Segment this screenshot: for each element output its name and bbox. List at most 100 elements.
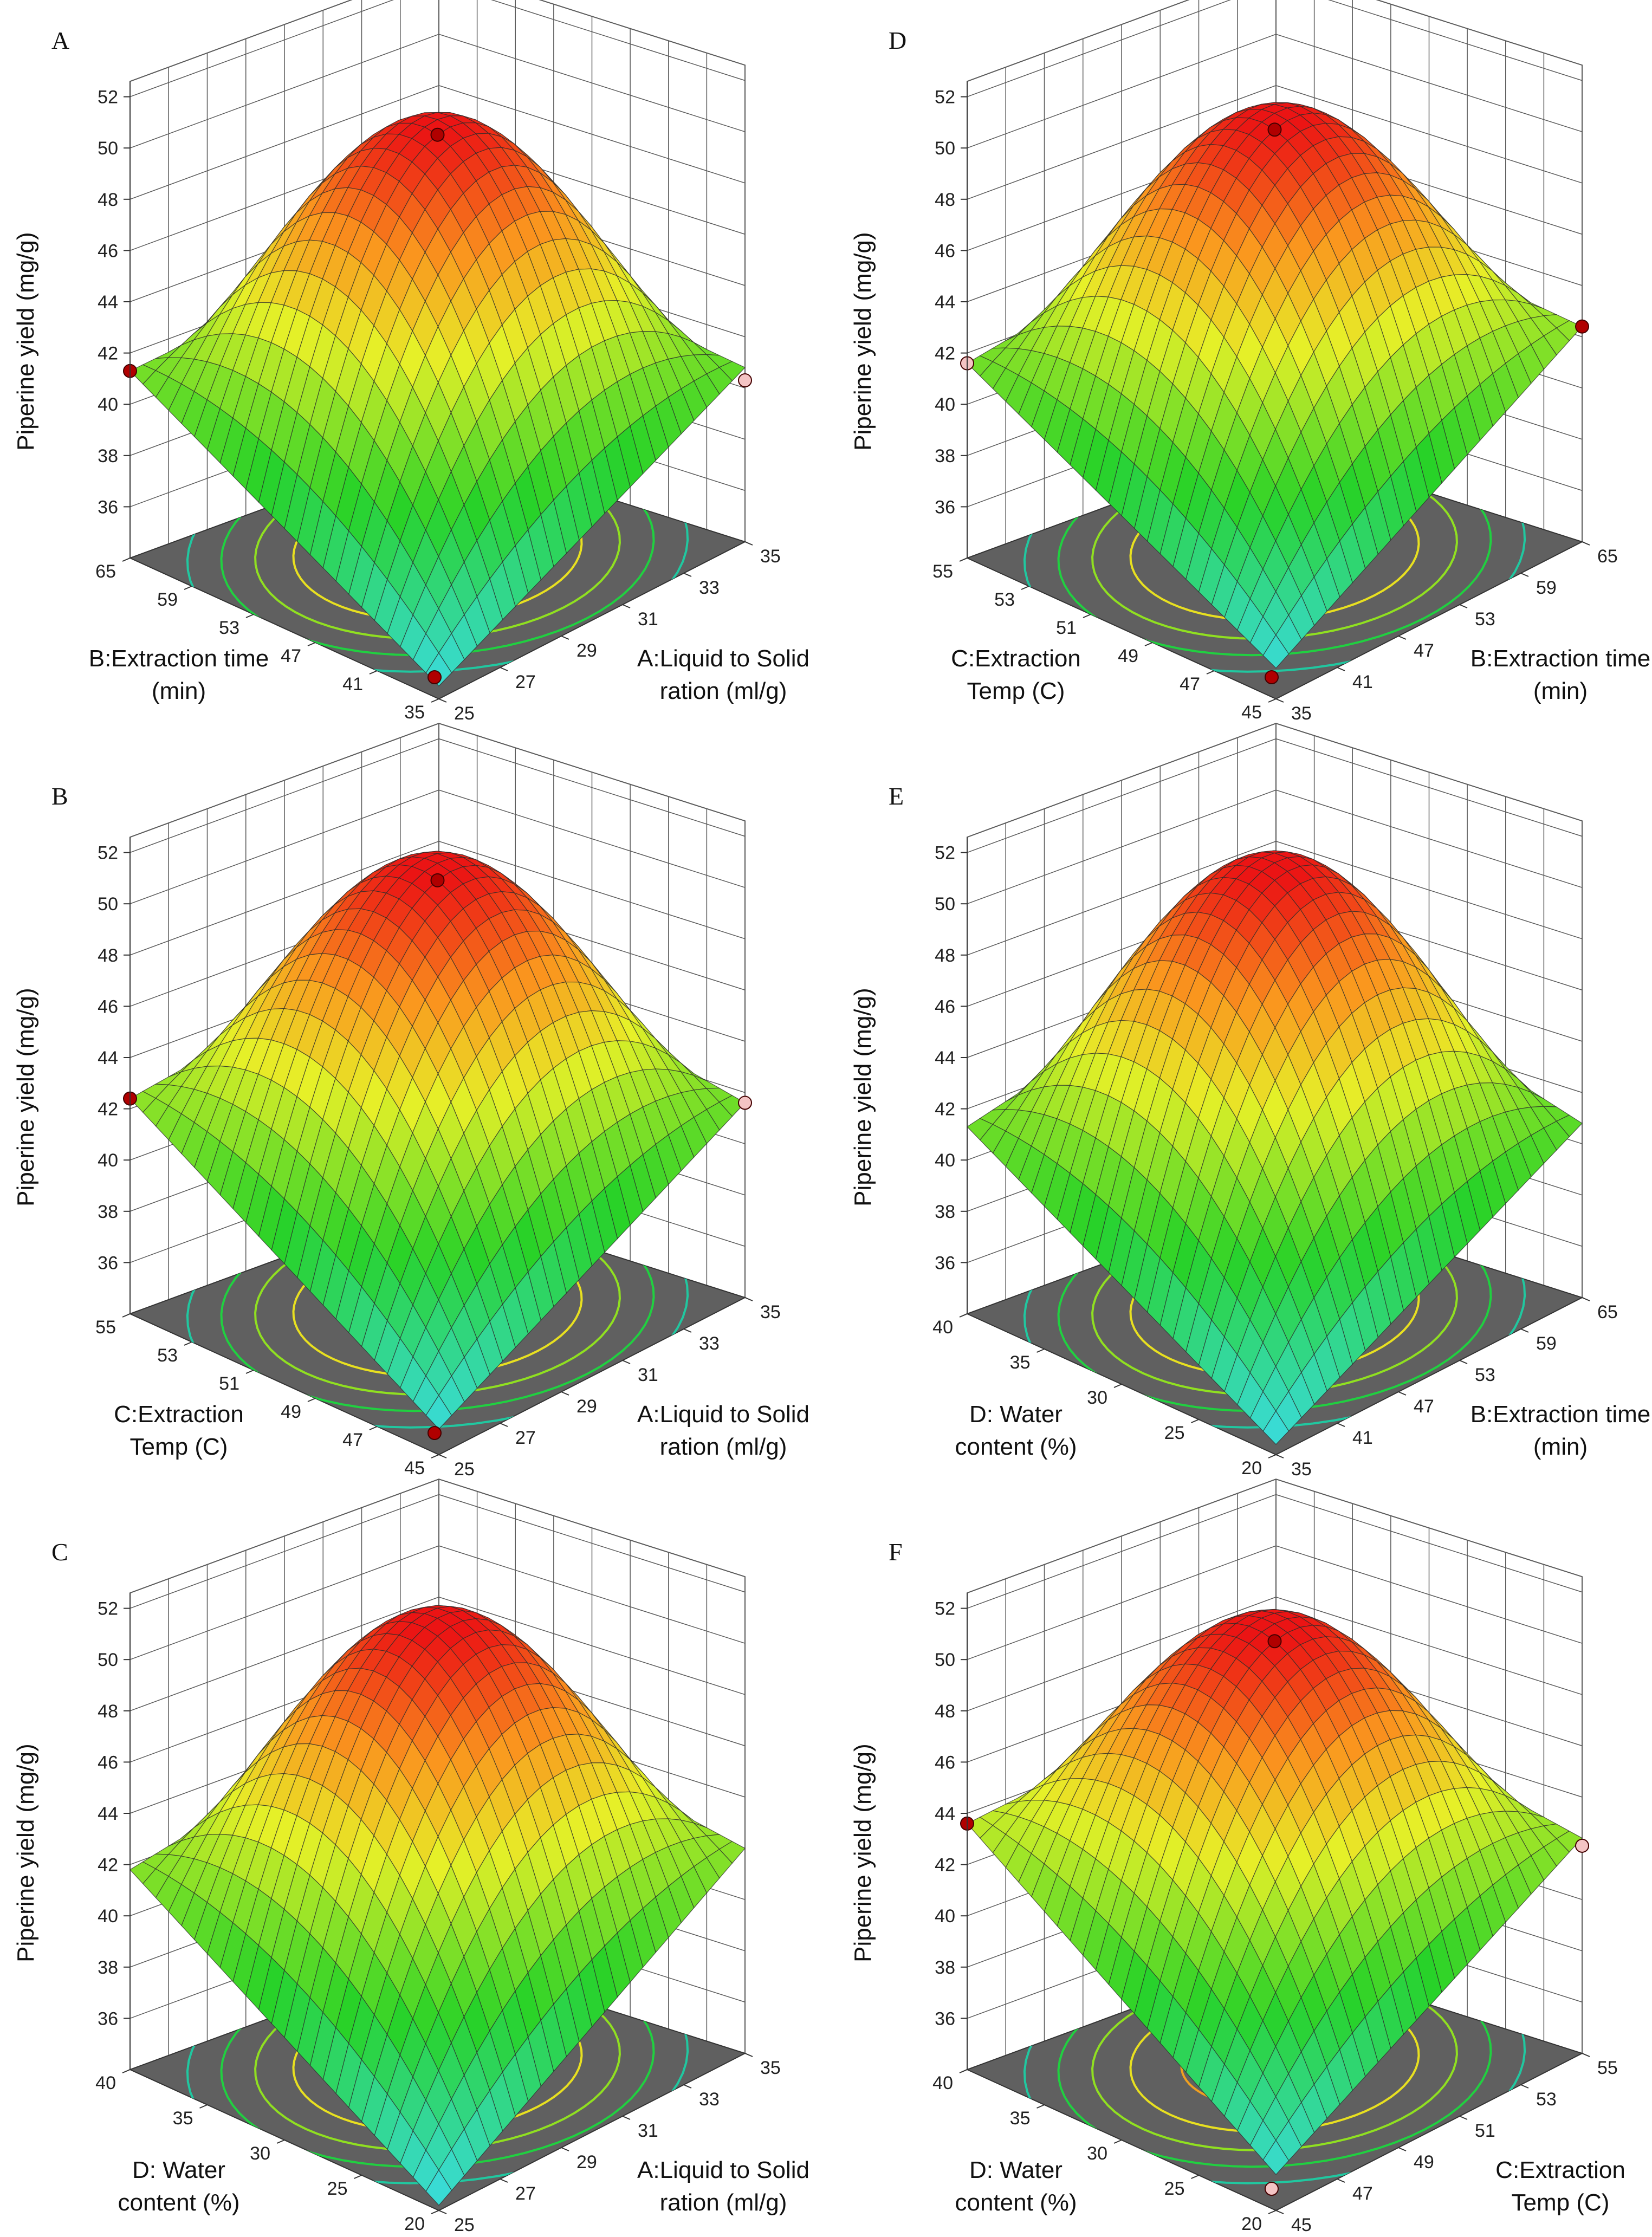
right-tick-mark	[1459, 2116, 1468, 2120]
z-tick-label: 46	[935, 996, 955, 1017]
right-tick-label: 31	[638, 1365, 658, 1385]
left-tick-label: 55	[95, 1317, 116, 1338]
right-tick-label: 25	[454, 1459, 475, 1480]
right-tick-mark	[500, 1423, 508, 1427]
z-tick-label: 36	[98, 497, 118, 517]
right-tick-mark	[1520, 2084, 1529, 2089]
panel-letter: B	[51, 782, 68, 810]
z-tick-label: 50	[98, 1650, 118, 1670]
z-tick-label: 50	[935, 1650, 955, 1670]
right-axis-label: (min)	[1533, 1434, 1588, 1460]
right-axis-label: C:Extraction	[1495, 2157, 1625, 2183]
z-tick-label: 50	[935, 138, 955, 159]
panel-letter: F	[889, 1538, 903, 1566]
right-tick-label: 47	[1414, 640, 1434, 661]
right-tick-mark	[1459, 1360, 1468, 1364]
left-axis-label: content (%)	[118, 2189, 240, 2216]
right-tick-label: 35	[760, 546, 781, 567]
z-tick-label: 36	[935, 2008, 955, 2029]
left-tick-mark	[245, 614, 254, 618]
right-tick-label: 27	[515, 1428, 536, 1448]
right-tick-mark	[1398, 636, 1407, 640]
left-tick-label: 35	[1010, 2108, 1031, 2129]
left-tick-label: 20	[1241, 1458, 1262, 1479]
left-tick-mark	[1206, 670, 1215, 675]
right-tick-label: 53	[1536, 2089, 1557, 2110]
left-axis-label: D: Water	[969, 2157, 1063, 2183]
left-tick-mark	[1036, 2104, 1045, 2109]
response-surface	[129, 112, 746, 687]
left-tick-mark	[1021, 586, 1029, 590]
left-axis-label: content (%)	[955, 1434, 1077, 1460]
left-tick-label: 40	[932, 1317, 953, 1338]
left-tick-mark	[1083, 614, 1091, 618]
right-axis-label: A:Liquid to Solid	[637, 2157, 809, 2183]
left-tick-label: 25	[1164, 1423, 1185, 1443]
z-tick-label: 48	[98, 1701, 118, 1722]
right-tick-mark	[500, 2178, 508, 2183]
z-tick-label: 48	[935, 190, 955, 210]
right-tick-label: 65	[1597, 1302, 1618, 1322]
left-tick-mark	[1191, 1419, 1199, 1423]
z-tick-label: 52	[935, 843, 955, 864]
left-tick-mark	[959, 2069, 968, 2073]
design-point	[427, 670, 442, 684]
left-tick-mark	[122, 1313, 131, 1318]
right-tick-label: 65	[1597, 546, 1618, 567]
right-tick-label: 47	[1414, 1396, 1434, 1417]
left-axis-label: Temp (C)	[967, 678, 1065, 704]
z-tick-label: 48	[935, 1701, 955, 1722]
right-tick-mark	[1337, 2178, 1345, 2183]
left-tick-label: 47	[1180, 674, 1200, 695]
right-tick-label: 53	[1475, 1365, 1495, 1385]
right-tick-mark	[500, 667, 508, 671]
left-tick-mark	[1191, 2175, 1199, 2179]
right-tick-label: 29	[576, 1396, 597, 1417]
z-tick-label: 44	[935, 1048, 955, 1068]
design-point	[1265, 2182, 1279, 2196]
right-axis-label: B:Extraction time	[1470, 1401, 1651, 1428]
z-tick-label: 42	[935, 343, 955, 364]
z-tick-label: 38	[98, 446, 118, 466]
z-tick-label: 52	[98, 843, 118, 864]
left-tick-label: 35	[173, 2108, 193, 2129]
design-point	[1267, 1634, 1282, 1649]
z-tick-label: 52	[98, 87, 118, 108]
left-tick-mark	[199, 2104, 208, 2109]
z-tick-label: 46	[935, 241, 955, 261]
right-tick-label: 45	[1291, 2215, 1312, 2235]
left-tick-label: 30	[1087, 1387, 1107, 1408]
left-tick-mark	[369, 670, 378, 675]
left-tick-label: 35	[404, 702, 425, 723]
wall-gridline	[129, 738, 746, 853]
z-tick-label: 48	[935, 945, 955, 966]
z-tick-label: 46	[98, 241, 118, 261]
right-tick-mark	[1582, 2053, 1590, 2057]
z-tick-label: 52	[935, 1599, 955, 1619]
left-tick-label: 25	[327, 2178, 348, 2199]
right-axis-label: (min)	[1533, 678, 1588, 704]
left-axis: 35 41 47 53 59 65 B:Extraction time (min)	[89, 557, 439, 723]
right-tick-mark	[1520, 573, 1529, 577]
left-tick-label: 51	[219, 1373, 239, 1394]
z-tick-label: 48	[98, 190, 118, 210]
z-axis: 36 38 40 42 44 46 48 50 52 Piperine yield (mg/g)	[12, 1593, 131, 2070]
right-tick-mark	[1275, 698, 1284, 703]
z-tick-label: 40	[935, 1150, 955, 1171]
chart-panel-F: F 36 38 40 42 44 46 48 50 52 Piperine yield (mg/g)…	[850, 1479, 1625, 2235]
z-tick-label: 46	[935, 1752, 955, 1773]
left-tick-mark	[1036, 1348, 1045, 1353]
right-tick-mark	[683, 2084, 692, 2089]
z-tick-label: 42	[935, 1855, 955, 1876]
z-axis: 36 38 40 42 44 46 48 50 52 Piperine yield (mg/g)	[850, 1593, 968, 2070]
design-point	[1575, 1838, 1589, 1853]
z-tick-label: 40	[935, 1906, 955, 1927]
z-tick-label: 44	[935, 1804, 955, 1824]
left-tick-mark	[1268, 1454, 1277, 1458]
right-tick-mark	[1398, 1391, 1407, 1396]
right-axis-label: ration (ml/g)	[660, 1434, 787, 1460]
z-tick-label: 38	[98, 1202, 118, 1222]
left-tick-mark	[354, 2175, 362, 2179]
z-tick-label: 44	[98, 1804, 118, 1824]
right-tick-mark	[1337, 1423, 1345, 1427]
